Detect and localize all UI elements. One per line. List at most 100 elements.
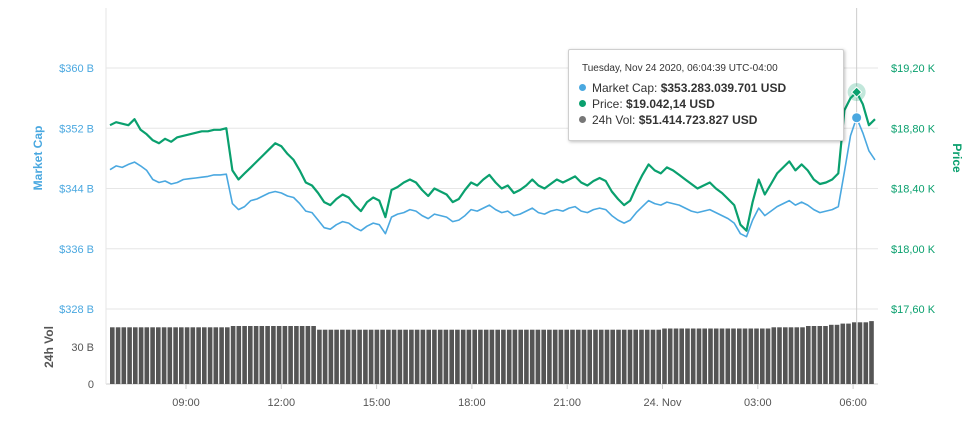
- volume-bar: [575, 329, 581, 384]
- tooltip-volume-value: $51.414.723.827 USD: [638, 113, 758, 127]
- volume-bar: [455, 329, 460, 384]
- volume-bar: [742, 328, 748, 384]
- volume-bar: [420, 329, 426, 384]
- tooltip-volume-row: 24h Vol: $51.414.723.827 USD: [579, 113, 757, 127]
- volume-bar: [719, 328, 725, 384]
- series-lines: [109, 90, 876, 238]
- volume-bar: [702, 328, 707, 384]
- volume-bar: [656, 329, 661, 384]
- volume-bar: [817, 326, 823, 384]
- volume-bar: [236, 326, 242, 384]
- market-cap-hover-marker: [851, 112, 863, 124]
- time-axis-ticks: 09:00 12:00 15:00 18:00 21:00 24. Nov 03:00 06:…: [172, 397, 867, 409]
- volume-bar: [305, 326, 311, 384]
- time-tick: 03:00: [744, 397, 772, 409]
- volume-bar: [495, 329, 500, 384]
- volume-bar: [673, 328, 679, 384]
- volume-bar: [852, 322, 857, 384]
- volume-bar: [133, 327, 138, 384]
- volume-bar: [334, 329, 339, 384]
- volume-bar: [426, 329, 431, 384]
- volume-bar: [535, 329, 541, 384]
- tooltip-market-cap-row: Market Cap: $353.283.039.701 USD: [579, 81, 786, 95]
- volume-bar: [478, 329, 483, 384]
- volume-bar: [449, 329, 454, 384]
- price-hover-marker: [850, 86, 863, 98]
- price-tick: $18,40 K: [891, 184, 936, 196]
- volume-bar: [414, 329, 420, 384]
- volume-bar: [788, 327, 794, 384]
- hover-markers: [847, 8, 866, 384]
- volume-bar: [748, 328, 754, 384]
- volume-bar: [311, 326, 316, 384]
- volume-bar: [345, 329, 351, 384]
- volume-bar: [863, 322, 869, 384]
- volume-bar: [340, 329, 345, 384]
- volume-bar: [121, 327, 127, 384]
- tooltip-date: Tuesday, Nov 24 2020, 06:04:39 UTC-04:00: [582, 63, 778, 74]
- market-cap-tick: $360 B: [59, 63, 94, 75]
- volume-bar: [265, 326, 270, 384]
- volume-bar: [570, 329, 575, 384]
- volume-bar: [857, 322, 863, 384]
- volume-bar: [230, 326, 236, 384]
- volume-bar: [621, 329, 627, 384]
- tooltip-price-label: Price:: [592, 97, 623, 111]
- price-tick: $18,00 K: [891, 244, 936, 256]
- volume-bar: [397, 329, 403, 384]
- volume-bar: [150, 327, 155, 384]
- market-cap-tick: $328 B: [59, 304, 94, 316]
- volume-bar: [696, 328, 702, 384]
- volume-bar: [167, 327, 173, 384]
- time-tick: 21:00: [553, 397, 581, 409]
- volume-bar: [598, 329, 604, 384]
- volume-bar: [460, 329, 466, 384]
- volume-bar: [639, 329, 644, 384]
- hover-tooltip: Tuesday, Nov 24 2020, 06:04:39 UTC-04:00…: [568, 49, 844, 141]
- volume-bar: [518, 329, 523, 384]
- volume-bar: [777, 327, 782, 384]
- volume-bar: [357, 329, 362, 384]
- price-tick: $19,20 K: [891, 63, 936, 75]
- volume-bar: [558, 329, 564, 384]
- volume-bar: [834, 324, 840, 384]
- volume-bar: [616, 329, 621, 384]
- volume-bar: [869, 321, 874, 384]
- volume-bar: [650, 329, 656, 384]
- price-tick: $17,60 K: [891, 304, 936, 316]
- volume-bar: [225, 327, 230, 384]
- volume-bar: [754, 328, 759, 384]
- price-axis-ticks: $19,20 K $18,80 K $18,40 K $18,00 K $17,60 K: [891, 63, 936, 316]
- volume-bar: [512, 329, 518, 384]
- volume-bar: [328, 329, 334, 384]
- volume-bar: [472, 329, 477, 384]
- volume-bar: [115, 327, 121, 384]
- volume-bar: [179, 327, 184, 384]
- volume-bar: [604, 329, 610, 384]
- volume-bar: [731, 328, 736, 384]
- volume-bar: [288, 326, 293, 384]
- volume-bar: [644, 329, 650, 384]
- volume-bar: [771, 327, 777, 384]
- volume-bar: [213, 327, 219, 384]
- volume-bar: [524, 329, 529, 384]
- volume-bar: [276, 326, 282, 384]
- time-tick: 09:00: [172, 397, 200, 409]
- time-tick: 24. Nov: [644, 397, 682, 409]
- volume-bar: [294, 326, 299, 384]
- volume-bar: [156, 327, 161, 384]
- volume-bar: [161, 327, 167, 384]
- volume-bar: [443, 329, 449, 384]
- volume-bar: [483, 329, 489, 384]
- price-axis-title: Price: [950, 143, 964, 173]
- volume-bar: [552, 329, 558, 384]
- volume-bar: [541, 329, 546, 384]
- volume-bar: [840, 323, 846, 384]
- volume-bar: [271, 326, 276, 384]
- price-line: [109, 90, 876, 232]
- market-cap-tick: $336 B: [59, 244, 94, 256]
- market-cap-axis-title: Market Cap: [31, 126, 45, 191]
- volume-bar: [806, 326, 811, 384]
